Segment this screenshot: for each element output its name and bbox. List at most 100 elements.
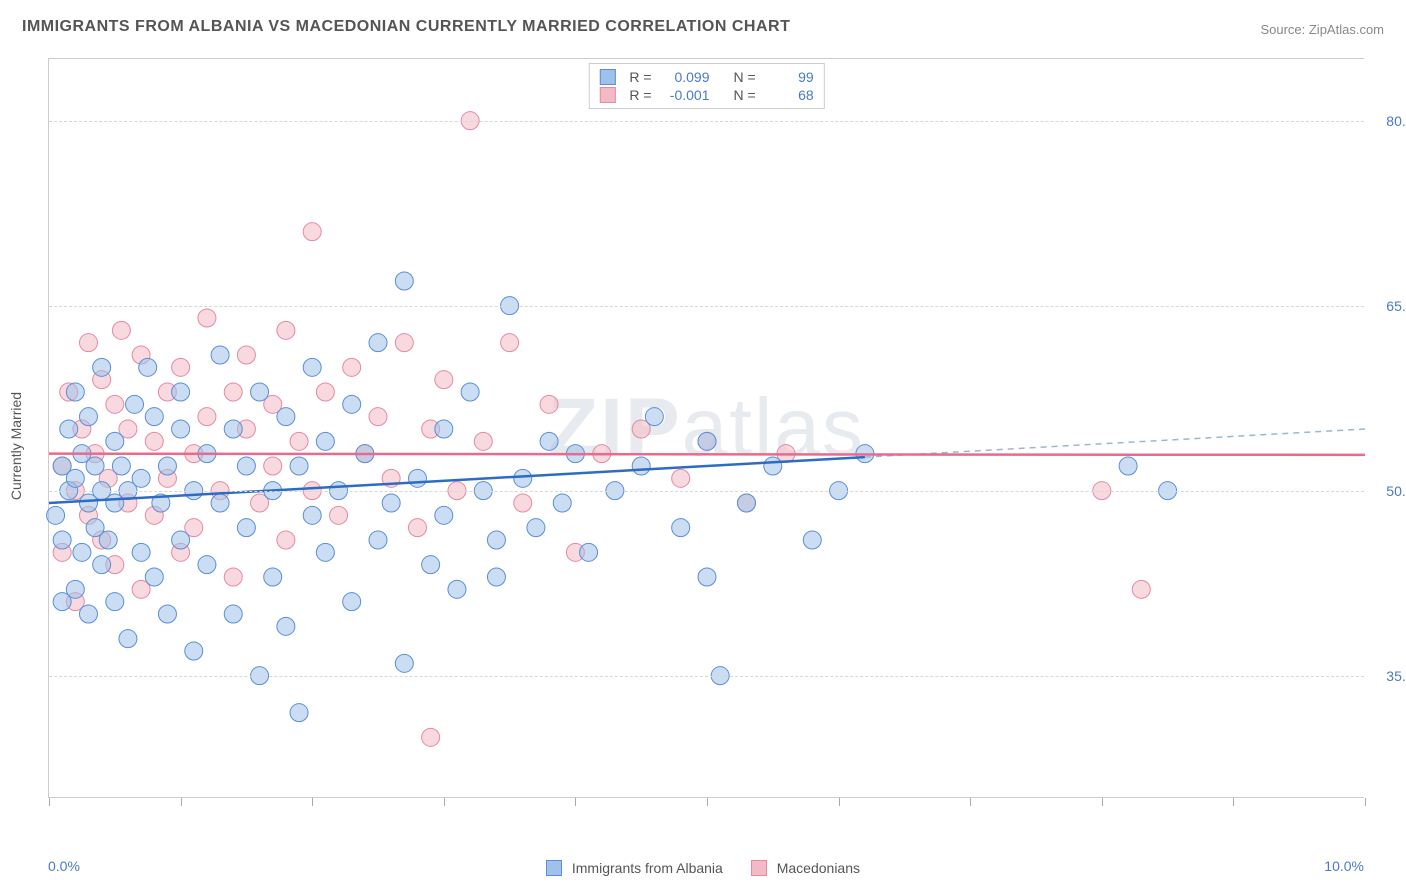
scatter-point [553, 494, 571, 512]
scatter-point [237, 346, 255, 364]
scatter-point [198, 309, 216, 327]
scatter-point [435, 420, 453, 438]
r-label-2: R = [629, 87, 651, 103]
scatter-point [79, 334, 97, 352]
chart-svg [49, 59, 1364, 797]
scatter-point [53, 531, 71, 549]
trend-line [49, 454, 1365, 455]
x-tick [575, 798, 576, 806]
scatter-point [487, 531, 505, 549]
scatter-point [343, 358, 361, 376]
scatter-point [698, 568, 716, 586]
scatter-point [277, 408, 295, 426]
y-tick-label: 35.0% [1370, 668, 1406, 684]
legend-row-series2: R = -0.001 N = 68 [599, 86, 813, 104]
legend-label-1: Immigrants from Albania [572, 860, 723, 876]
scatter-point [303, 506, 321, 524]
gridline [49, 306, 1364, 307]
scatter-point [803, 531, 821, 549]
scatter-point [251, 383, 269, 401]
series-legend: Immigrants from Albania Macedonians [546, 860, 860, 876]
scatter-point [395, 654, 413, 672]
x-ticks [49, 788, 1364, 798]
x-tick [839, 798, 840, 806]
n-label-1: N = [734, 69, 756, 85]
legend-item-1: Immigrants from Albania [546, 860, 723, 876]
scatter-point [330, 506, 348, 524]
scatter-point [540, 395, 558, 413]
scatter-point [73, 543, 91, 561]
scatter-point [60, 420, 78, 438]
legend-item-2: Macedonians [751, 860, 860, 876]
chart-title: IMMIGRANTS FROM ALBANIA VS MACEDONIAN CU… [22, 18, 790, 36]
scatter-point [211, 346, 229, 364]
scatter-point [527, 519, 545, 537]
scatter-point [277, 321, 295, 339]
scatter-point [461, 383, 479, 401]
y-tick-label: 50.0% [1370, 483, 1406, 499]
scatter-point [290, 432, 308, 450]
n-value-1: 99 [764, 69, 814, 85]
scatter-point [172, 358, 190, 376]
scatter-point [672, 469, 690, 487]
scatter-point [277, 617, 295, 635]
n-label-2: N = [734, 87, 756, 103]
gridline [49, 676, 1364, 677]
source-attribution: Source: ZipAtlas.com [1260, 22, 1384, 37]
scatter-point [672, 519, 690, 537]
x-tick [1365, 798, 1366, 806]
scatter-point [106, 593, 124, 611]
scatter-point [145, 408, 163, 426]
legend-label-2: Macedonians [777, 860, 860, 876]
scatter-point [395, 334, 413, 352]
scatter-point [66, 469, 84, 487]
scatter-point [264, 457, 282, 475]
scatter-point [645, 408, 663, 426]
scatter-point [303, 358, 321, 376]
scatter-point [112, 321, 130, 339]
scatter-point [99, 531, 117, 549]
scatter-point [369, 531, 387, 549]
scatter-point [237, 457, 255, 475]
scatter-point [369, 408, 387, 426]
scatter-point [112, 457, 130, 475]
legend-swatch-2 [599, 87, 615, 103]
legend-swatch-bottom-1 [546, 860, 562, 876]
scatter-point [198, 556, 216, 574]
gridline [49, 121, 1364, 122]
scatter-point [487, 568, 505, 586]
scatter-point [448, 580, 466, 598]
scatter-point [93, 556, 111, 574]
scatter-point [540, 432, 558, 450]
legend-row-series1: R = 0.099 N = 99 [599, 68, 813, 86]
y-tick-label: 65.0% [1370, 298, 1406, 314]
scatter-point [66, 580, 84, 598]
scatter-point [79, 408, 97, 426]
scatter-point [435, 506, 453, 524]
scatter-point [145, 432, 163, 450]
scatter-point [224, 568, 242, 586]
scatter-point [277, 531, 295, 549]
scatter-point [139, 358, 157, 376]
x-tick [49, 798, 50, 806]
scatter-point [290, 704, 308, 722]
scatter-point [224, 420, 242, 438]
plot-area: ZIPatlas R = 0.099 N = 99 R = -0.001 N =… [48, 58, 1364, 798]
r-value-1: 0.099 [660, 69, 710, 85]
scatter-point [86, 457, 104, 475]
x-tick [970, 798, 971, 806]
n-value-2: 68 [764, 87, 814, 103]
scatter-point [158, 457, 176, 475]
scatter-point [737, 494, 755, 512]
scatter-point [132, 543, 150, 561]
r-label-1: R = [629, 69, 651, 85]
scatter-point [422, 556, 440, 574]
x-tick [444, 798, 445, 806]
x-tick [1102, 798, 1103, 806]
scatter-point [395, 272, 413, 290]
scatter-point [316, 383, 334, 401]
r-value-2: -0.001 [660, 87, 710, 103]
legend-swatch-bottom-2 [751, 860, 767, 876]
scatter-point [224, 605, 242, 623]
scatter-point [343, 593, 361, 611]
